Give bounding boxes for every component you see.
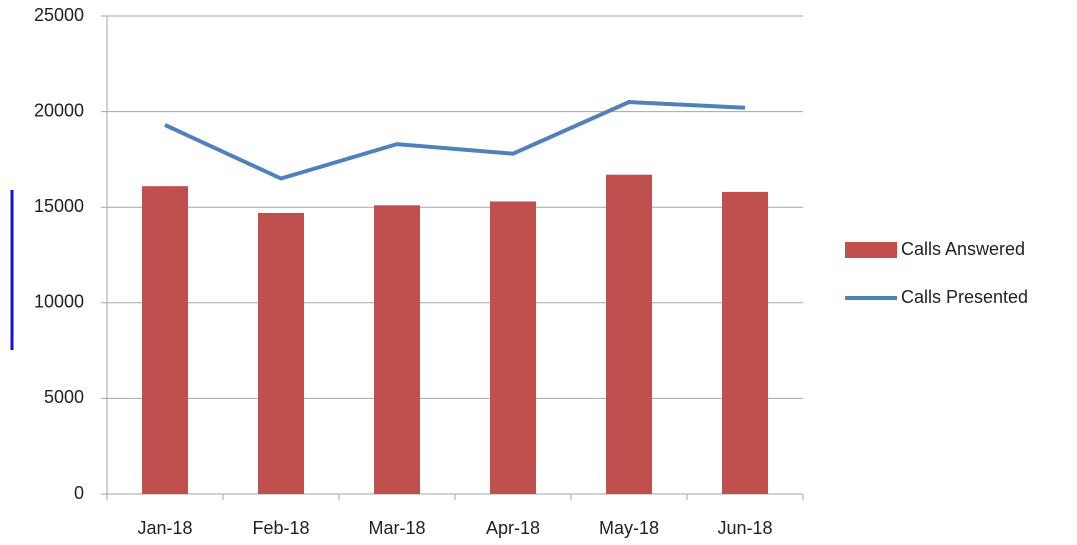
x-tick-label: Jun-18	[717, 518, 772, 538]
x-tick-label: Mar-18	[368, 518, 425, 538]
bar	[374, 205, 420, 494]
bar	[258, 212, 304, 494]
y-tick-label: 20000	[34, 100, 84, 120]
legend-label: Calls Presented	[901, 287, 1028, 307]
y-tick-label: 0	[74, 483, 84, 503]
y-tick-label: 25000	[34, 5, 84, 25]
bar	[142, 186, 188, 494]
x-tick-label: May-18	[599, 518, 659, 538]
bar	[606, 174, 652, 495]
y-tick-label: 15000	[34, 196, 84, 216]
bar	[722, 191, 768, 495]
legend-label: Calls Answered	[901, 239, 1025, 259]
bar	[490, 201, 536, 495]
line	[164, 100, 746, 181]
legend-swatch	[845, 242, 897, 258]
y-tick-label: 5000	[44, 387, 84, 407]
x-tick-label: Jan-18	[137, 518, 192, 538]
x-tick-label: Apr-18	[486, 518, 540, 538]
y-tick-label: 10000	[34, 292, 84, 312]
x-tick-label: Feb-18	[252, 518, 309, 538]
